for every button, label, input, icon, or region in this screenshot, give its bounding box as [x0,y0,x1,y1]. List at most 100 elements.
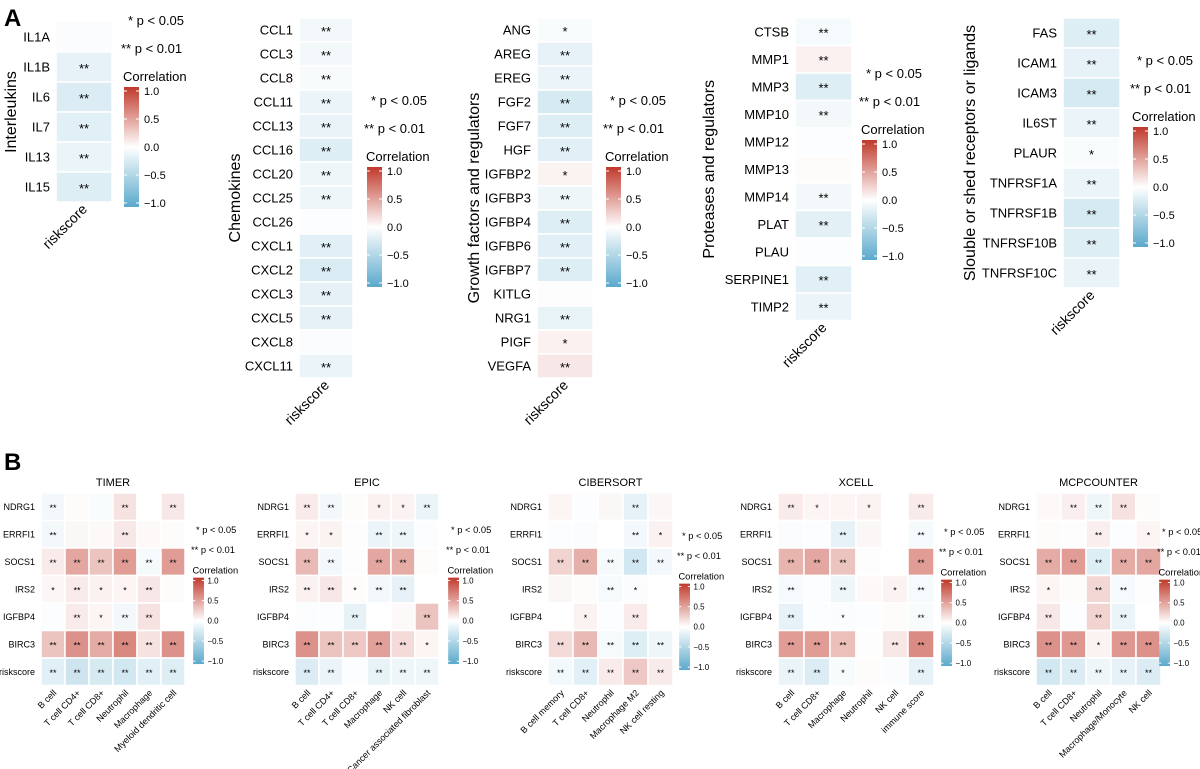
row-label: CXCL1 [251,239,293,254]
colorbar-tick-label: 0.0 [144,142,159,154]
significance-mark: ** [1095,585,1103,595]
colorbar-title: Correlation [1132,109,1196,124]
row-label: CCL1 [260,23,293,38]
significance-mark: ** [375,585,383,595]
heatmap-cell [55,141,113,173]
row-label: SOCS1 [258,557,289,567]
row-label: CCL11 [253,95,293,110]
significance-mark: ** [818,81,828,96]
row-label: BIRC3 [1003,639,1030,649]
row-label: PLAT [757,217,789,232]
heatmap-cell [547,574,574,604]
heatmap-cell [64,519,90,549]
heatmap-cell [547,492,574,522]
significance-mark: ** [1070,668,1078,678]
heatmap-cell [647,519,674,549]
significance-mark: * [99,585,103,595]
significance-mark: ** [79,181,89,196]
heatmap-title: CIBERSORT [579,477,643,489]
heatmap-cell [536,17,594,43]
colorbar-tick-label: −1.0 [882,251,904,263]
row-label: MMP10 [744,107,789,122]
significance-legend-2: ** p < 0.01 [121,41,182,56]
significance-mark: * [659,530,663,540]
significance-mark: ** [787,613,795,623]
column-label: riskscore [281,377,332,428]
row-label: TNFRSF1A [990,176,1058,191]
significance-mark: ** [560,312,570,327]
significance-mark: ** [399,585,407,595]
heatmap-cell [414,547,440,577]
heatmap-cell [88,657,114,687]
colorbar-tick-label: −0.5 [144,170,166,182]
heatmap-cell [1062,107,1121,139]
colorbar-tick-label: 0.0 [626,222,641,234]
significance-mark: ** [787,640,795,650]
colorbar-title: Correlation [940,567,986,577]
colorbar-tick-label: 0.0 [694,623,706,632]
row-label: BIRC3 [8,639,35,649]
heatmap-cell [298,65,354,91]
significance-mark: * [893,585,897,595]
column-label: riskscore [39,201,90,252]
heatmap-cell [136,602,162,632]
row-label: IL1A [23,30,50,45]
heatmap-cell [647,657,674,687]
significance-mark: ** [49,530,57,540]
row-label: IGFBP2 [485,167,531,182]
heatmap-cell [572,574,599,604]
significance-mark: ** [560,360,570,375]
significance-mark: ** [49,640,57,650]
significance-mark: ** [79,151,89,166]
heatmap-cell [829,574,857,604]
significance-mark: ** [375,640,383,650]
significance-mark: ** [607,558,615,568]
significance-mark: * [377,503,381,513]
colorbar-tick-label: 0.0 [387,222,402,234]
heatmap-cell [622,547,649,577]
row-label: riskscore [506,667,542,677]
significance-mark: ** [787,585,795,595]
heatmap-cell [112,547,138,577]
significance-mark: ** [79,91,89,106]
heatmap-cell [1135,629,1162,659]
significance-mark: ** [303,503,311,513]
heatmap-cell [536,209,594,235]
significance-mark: ** [321,96,331,111]
significance-mark: ** [607,640,615,650]
heatmap-cell [414,657,440,687]
significance-mark: ** [917,640,925,650]
heatmap-proteases-and-regulators: Proteases and regulators CTSB ** MMP1 ** MMP3… [701,17,853,370]
heatmap-cell [1062,77,1121,109]
heatmap-chemokines: Chemokines CCL1 ** CCL3 ** CCL8 ** CCL11 ** CCL13… [227,17,354,428]
significance-mark: ** [818,218,828,233]
significance-mark: ** [145,558,153,568]
colorbar [1159,579,1170,667]
heatmap-cell [318,629,344,659]
significance-mark: ** [557,558,565,568]
heatmap-cell [298,185,354,211]
significance-mark: ** [145,668,153,678]
significance-legend-1: * p < 0.05 [944,527,984,537]
heatmap-cell [342,519,368,549]
heatmap-cell [777,519,805,549]
significance-mark: ** [1120,503,1128,513]
colorbar-tick-label: −1.0 [626,278,648,290]
heatmap-cell [112,657,138,687]
significance-mark: * [99,613,103,623]
heatmap-cell [64,657,90,687]
heatmap-cell [40,602,66,632]
significance-mark: ** [1086,57,1096,72]
heatmap-cell [298,281,354,307]
heatmap-cell [803,602,831,632]
heatmap-cell [298,17,354,43]
row-label: MMP14 [744,189,789,204]
significance-mark: ** [375,530,383,540]
row-label: ERRFI1 [510,529,542,539]
heatmap-cell [55,21,113,53]
significance-mark: * [329,530,333,540]
significance-mark: ** [169,558,177,568]
